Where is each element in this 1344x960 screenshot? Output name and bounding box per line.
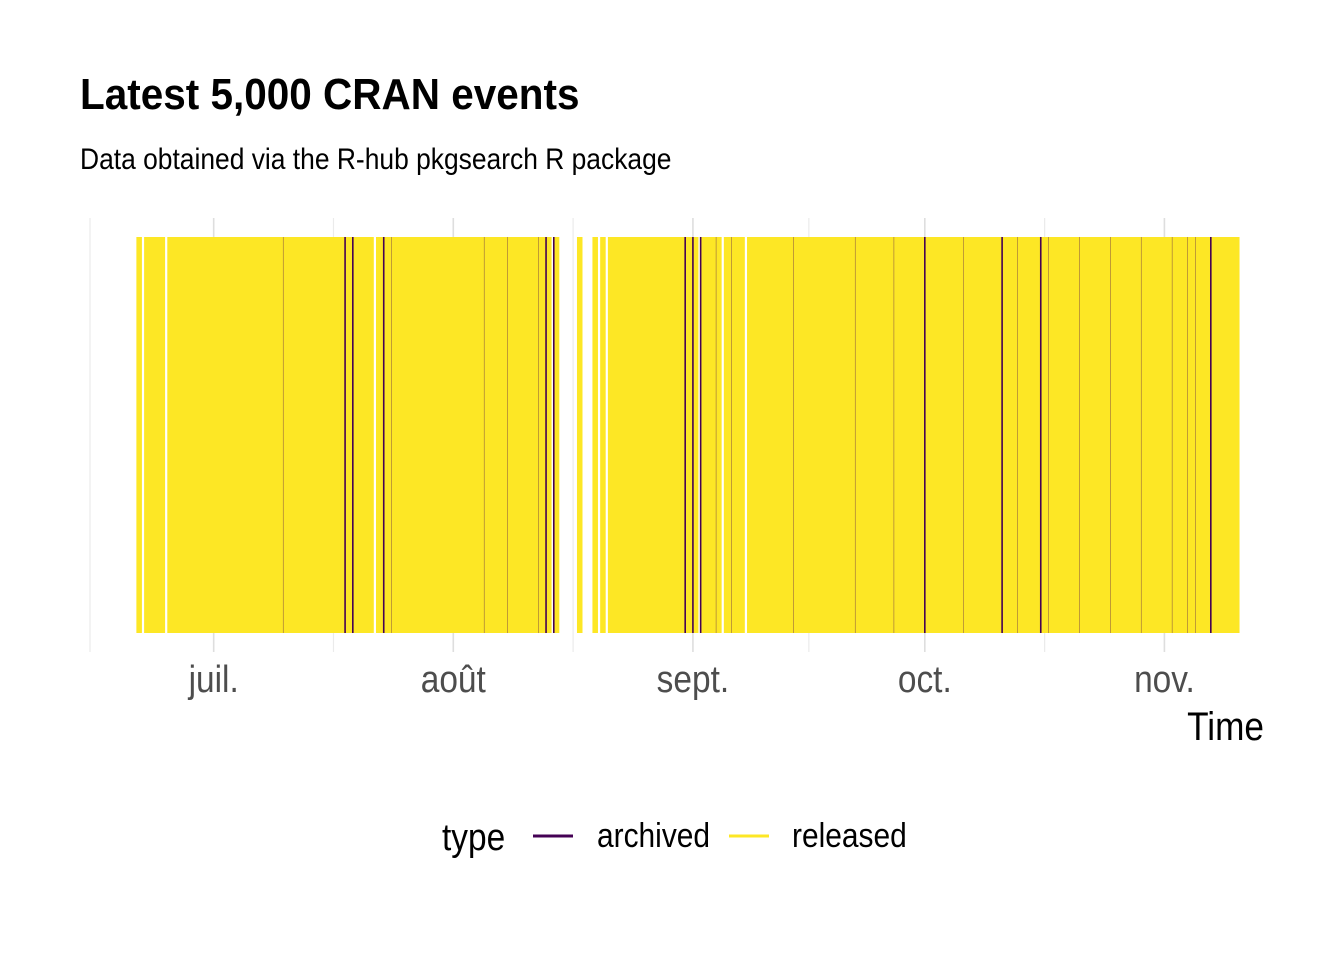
released-event-band bbox=[700, 237, 722, 633]
x-axis-title: Time bbox=[1187, 704, 1264, 749]
released-event-band bbox=[592, 237, 598, 633]
released-event-band bbox=[607, 237, 699, 633]
x-tick-label: juil. bbox=[188, 658, 239, 700]
x-tick-label: oct. bbox=[898, 658, 952, 700]
legend-label-archived: archived bbox=[597, 816, 710, 854]
released-event-band bbox=[747, 237, 1240, 633]
x-tick-label: sept. bbox=[657, 658, 729, 700]
released-event-band bbox=[576, 237, 583, 633]
released-event-band bbox=[144, 237, 166, 633]
released-event-band bbox=[553, 237, 560, 633]
x-axis-tick-labels: juil. août sept. oct. nov. bbox=[188, 658, 1195, 700]
chart-title: Latest 5,000 CRAN events bbox=[80, 70, 580, 119]
chart-subtitle: Data obtained via the R-hub pkgsearch R … bbox=[80, 143, 672, 176]
released-event-band bbox=[167, 237, 374, 633]
event-bars bbox=[136, 237, 1240, 633]
legend: type archived released bbox=[442, 816, 907, 858]
released-event-band bbox=[136, 237, 142, 633]
released-event-band bbox=[723, 237, 745, 633]
released-event-band bbox=[376, 237, 552, 633]
released-event-band bbox=[600, 237, 606, 633]
x-tick-label: août bbox=[421, 658, 486, 700]
legend-label-released: released bbox=[792, 816, 907, 854]
x-tick-label: nov. bbox=[1134, 658, 1195, 700]
legend-title: type bbox=[442, 816, 505, 858]
